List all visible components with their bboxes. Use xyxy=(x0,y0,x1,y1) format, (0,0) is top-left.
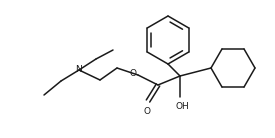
Text: N: N xyxy=(76,66,82,75)
Text: O: O xyxy=(144,107,150,116)
Text: OH: OH xyxy=(175,102,189,111)
Text: O: O xyxy=(130,70,137,79)
